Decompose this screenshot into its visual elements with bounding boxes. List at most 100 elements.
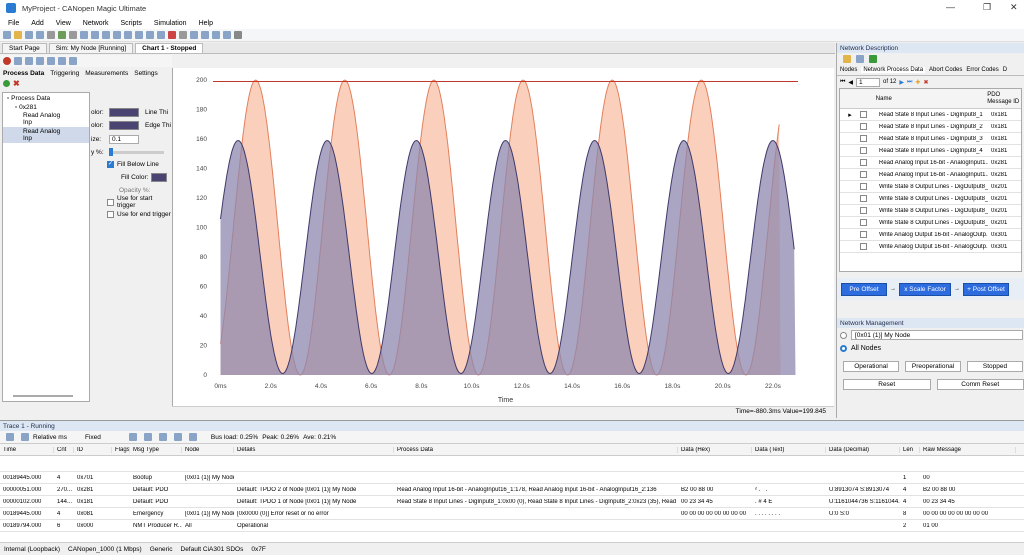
- trace-row[interactable]: 00189445.000 4 0x701 Bootup [0x01 (1)] My No…: [0, 472, 1024, 484]
- redo-icon[interactable]: [179, 31, 187, 39]
- pdo-row[interactable]: Write State 8 Output Lines - DigOutput8_…: [840, 205, 1021, 217]
- subtab-measurements[interactable]: Measurements: [85, 69, 129, 77]
- disconnect-icon[interactable]: [69, 31, 77, 39]
- tree-item[interactable]: Read Analog Inp: [23, 112, 61, 126]
- tab-abort-codes[interactable]: Abort Codes: [929, 67, 963, 73]
- trace-col-header[interactable]: Node: [182, 446, 234, 453]
- pdo-row-checkbox[interactable]: [860, 195, 867, 202]
- pdo-row[interactable]: Read State 8 Input Lines - DigInput8_2 0x…: [840, 121, 1021, 133]
- pdo-row[interactable]: Write Analog Output 16-bit - AnalogOutp.…: [840, 229, 1021, 241]
- open-icon[interactable]: [14, 31, 22, 39]
- end-trigger-checkbox[interactable]: [107, 210, 114, 218]
- script-icon[interactable]: [146, 31, 154, 39]
- tab-error-codes[interactable]: Error Codes: [966, 67, 999, 73]
- pdo-row[interactable]: Write Analog Output 16-bit - AnalogOutp.…: [840, 241, 1021, 253]
- maximize-button[interactable]: ❐: [983, 2, 992, 12]
- tree-root[interactable]: ▫ Process Data: [7, 95, 51, 102]
- zoom-icon[interactable]: [58, 57, 66, 65]
- tab-network-process-data[interactable]: Network Process Data: [861, 67, 926, 73]
- save-icon[interactable]: [25, 31, 33, 39]
- trace-col-header[interactable]: Msg Type: [130, 446, 182, 453]
- trace-pause-icon[interactable]: [6, 433, 14, 441]
- copy-chart-icon[interactable]: [47, 57, 55, 65]
- connect-icon[interactable]: [58, 31, 66, 39]
- scale-factor-block[interactable]: x Scale Factor: [899, 282, 951, 296]
- add-icon[interactable]: [3, 79, 10, 87]
- pdo-row[interactable]: Read State 8 Input Lines - DigInput8_4 0x…: [840, 145, 1021, 157]
- export-icon[interactable]: [36, 57, 44, 65]
- fill-below-checkbox[interactable]: ✓: [107, 160, 114, 168]
- comm-reset-button[interactable]: Comm Reset: [936, 378, 1024, 390]
- tree-scrollbar[interactable]: [13, 395, 73, 397]
- reset-button[interactable]: Reset: [843, 378, 931, 390]
- tab-nodes[interactable]: Nodes: [840, 67, 858, 73]
- menu-simulation[interactable]: Simulation: [153, 19, 187, 27]
- menu-scripts[interactable]: Scripts: [120, 19, 142, 27]
- settings-icon[interactable]: [234, 31, 242, 39]
- trace-row[interactable]: 00189445.000 4 0x081 Emergency [0x01 (1)] My…: [0, 508, 1024, 520]
- paste-icon[interactable]: [212, 31, 220, 39]
- all-nodes-radio[interactable]: [840, 344, 847, 352]
- trace-col-header[interactable]: Process Data: [394, 446, 678, 453]
- copy-icon[interactable]: [201, 31, 209, 39]
- trace-col-header[interactable]: Data (Decimal): [826, 446, 900, 453]
- trace-row[interactable]: 00000102.000 144... 0x181 Default: PDO Defau…: [0, 496, 1024, 508]
- delete-icon[interactable]: [223, 31, 231, 39]
- trace-col-header[interactable]: Data (Hex): [678, 446, 752, 453]
- open-project-icon[interactable]: [843, 55, 851, 63]
- print-icon[interactable]: [47, 31, 55, 39]
- play-icon[interactable]: [14, 57, 22, 65]
- pdo-row-checkbox[interactable]: [860, 219, 867, 226]
- nmt-icon[interactable]: [135, 31, 143, 39]
- save-all-icon[interactable]: [36, 31, 44, 39]
- trace-copy-icon[interactable]: [158, 433, 167, 441]
- pdo-icon[interactable]: [124, 31, 132, 39]
- pdo-row-checkbox[interactable]: [860, 123, 867, 130]
- trace-col-header[interactable]: Len: [900, 446, 920, 453]
- trace-col-header[interactable]: Details: [234, 446, 394, 453]
- profile-status[interactable]: Generic: [149, 545, 173, 553]
- pdo-row-checkbox[interactable]: [860, 159, 867, 166]
- size-input[interactable]: 0.1: [109, 134, 139, 144]
- remove-icon[interactable]: ✖: [13, 78, 20, 88]
- save-project-icon[interactable]: [856, 55, 864, 63]
- node-radio[interactable]: [840, 331, 847, 339]
- menu-view[interactable]: View: [55, 19, 71, 27]
- pdo-row[interactable]: Write State 8 Output Lines - DigOutput8_…: [840, 193, 1021, 205]
- trace-col-header[interactable]: Flags: [112, 446, 130, 453]
- col-pdo-id[interactable]: PDO Message ID: [987, 91, 1020, 105]
- chart-icon[interactable]: [91, 31, 99, 39]
- interface-status[interactable]: Internal (Loopback): [4, 545, 61, 553]
- sdo-status[interactable]: Default CiA301 SDOs: [180, 545, 244, 553]
- pre-offset-block[interactable]: Pre Offset: [841, 282, 887, 296]
- tab-d[interactable]: D: [1002, 67, 1008, 73]
- trace-row[interactable]: 00000051.000 270... 0x281 Default: PDO Defau…: [0, 484, 1024, 496]
- pdo-row[interactable]: ▸ Read State 8 Input Lines - DigInput8_1 0…: [840, 109, 1021, 121]
- node-icon[interactable]: [80, 31, 88, 39]
- tree-node[interactable]: ▫ 0x281: [15, 104, 37, 111]
- add-row-icon[interactable]: ✚: [915, 79, 921, 86]
- line-color-swatch[interactable]: [109, 107, 139, 117]
- subtab-process-data[interactable]: Process Data: [3, 69, 45, 77]
- pdo-row[interactable]: Read State 8 Input Lines - DigInput8_3 0x…: [840, 133, 1021, 145]
- refresh-icon[interactable]: [869, 55, 877, 63]
- trace-col-header[interactable]: Raw Message: [920, 446, 1016, 453]
- page-input[interactable]: 1: [856, 77, 881, 87]
- save-chart-icon[interactable]: [25, 57, 33, 65]
- trace-col-header[interactable]: ID: [74, 446, 112, 453]
- undo-icon[interactable]: [168, 31, 176, 39]
- fixed-select[interactable]: Fixed: [84, 433, 101, 441]
- chart-settings-icon[interactable]: [69, 57, 77, 65]
- pdo-row-checkbox[interactable]: [860, 243, 867, 250]
- edge-color-swatch[interactable]: [109, 120, 139, 130]
- trace-filter-icon[interactable]: [128, 433, 137, 441]
- trace-find-icon[interactable]: [173, 433, 182, 441]
- trace-col-header[interactable]: Data (Text): [752, 446, 826, 453]
- minimize-button[interactable]: —: [946, 2, 955, 12]
- pdo-row-checkbox[interactable]: [860, 207, 867, 214]
- col-name[interactable]: Name: [875, 95, 892, 102]
- operational-button[interactable]: Operational: [843, 360, 899, 372]
- post-offset-block[interactable]: + Post Offset: [963, 282, 1009, 296]
- new-icon[interactable]: [3, 31, 11, 39]
- pdo-row-checkbox[interactable]: [860, 231, 867, 238]
